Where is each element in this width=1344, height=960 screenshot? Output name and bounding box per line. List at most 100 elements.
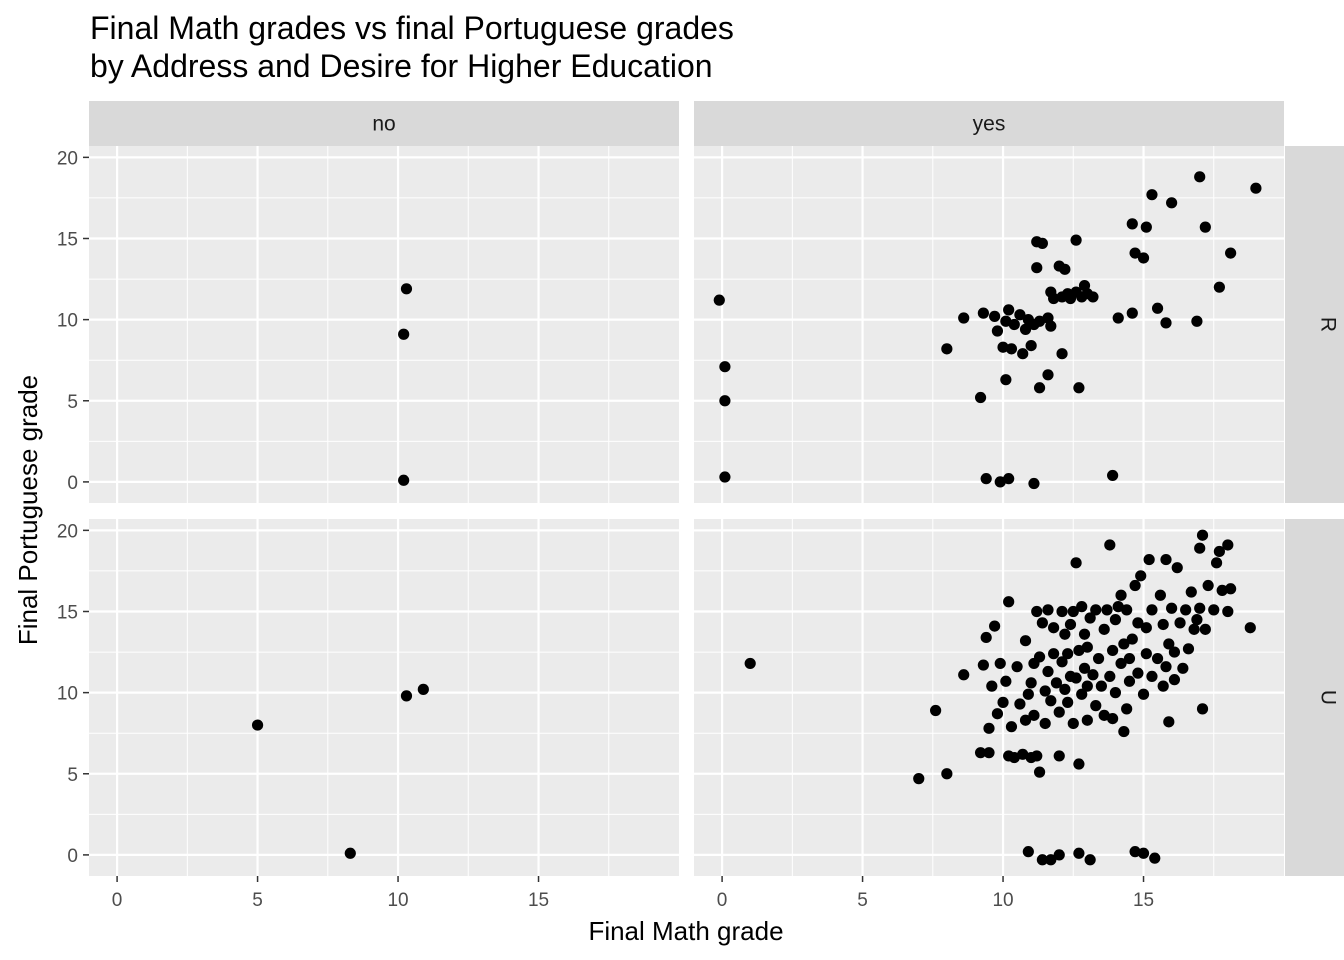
panel-background [89,146,679,503]
data-point [1014,309,1026,321]
x-tick-label: 0 [112,890,123,911]
data-point [1073,847,1085,859]
data-point [1129,579,1141,592]
data-point [1011,661,1023,673]
data-point [1028,709,1040,721]
data-point [1166,602,1178,614]
data-point [1036,237,1048,249]
data-point [1154,589,1166,601]
data-point [1199,623,1211,635]
data-point [1137,847,1150,859]
data-point [994,657,1006,670]
data-point [1000,374,1012,386]
data-point [958,669,970,681]
data-point [1157,618,1169,631]
data-point [1137,688,1150,700]
facet-strip-R [1285,146,1344,503]
data-point [1107,712,1119,725]
data-point [1250,182,1262,194]
data-point [1073,758,1085,770]
data-point [1146,189,1158,201]
data-point [1112,601,1124,613]
data-point [983,722,995,734]
data-point [1059,683,1071,695]
data-point [1008,318,1020,331]
data-point [1059,263,1071,275]
data-point [1078,662,1091,674]
data-point [1109,687,1122,699]
data-point [251,719,264,731]
y-tick-label: 0 [67,846,78,867]
data-point [1194,171,1206,183]
x-tick-label: 10 [387,890,408,911]
data-point [1177,662,1189,674]
panel-background [89,519,679,876]
data-point [974,391,987,404]
data-point [1208,604,1220,616]
y-tick-label: 0 [67,473,78,494]
data-point [1076,688,1088,700]
data-point [1017,748,1029,760]
data-point [1188,623,1200,635]
data-point [1003,304,1015,316]
data-point [398,474,410,486]
data-point [1048,622,1060,634]
data-point [1115,657,1127,670]
x-tick-label: 15 [528,890,549,911]
data-point [980,473,992,485]
data-point [1081,641,1093,653]
data-point [1123,652,1136,665]
data-point [1202,579,1214,592]
data-point [1064,618,1077,631]
x-tick-label: 15 [1133,890,1154,911]
data-point [1149,852,1161,864]
data-point [1005,343,1018,355]
data-point [980,631,992,644]
data-point [1112,312,1124,324]
data-point [1073,382,1085,394]
data-point [1137,252,1150,264]
data-point [1039,685,1051,697]
data-point [1014,698,1026,710]
facet-label-no: no [372,113,395,136]
data-point [1180,604,1192,616]
data-point [1000,675,1012,687]
data-point [1151,652,1164,665]
data-point [1045,695,1057,707]
data-point [1182,643,1195,655]
data-point [913,773,925,785]
data-point [1151,302,1164,314]
data-point [1157,680,1169,692]
data-point [1056,656,1068,668]
data-point [1135,570,1147,582]
data-point [1084,612,1096,624]
data-point [1160,553,1172,566]
data-point [1003,596,1015,608]
data-point [1053,849,1065,861]
data-point [1039,717,1051,730]
facet-label-yes: yes [973,113,1006,136]
x-axis-title: Final Math grade [588,916,783,946]
facet-panels: no yes R U 0 5 10 15 20 0 5 10 15 20 0 5 10 15 0 5 10 15 [57,101,1344,911]
data-point [1092,652,1105,665]
data-point [1104,670,1116,683]
data-point [1005,721,1018,733]
data-point [1033,651,1046,663]
data-point [989,310,1001,322]
data-point [1073,644,1085,657]
data-point [1059,628,1071,640]
data-point [417,683,429,695]
data-point [1053,750,1065,762]
data-point [1070,672,1082,684]
data-point [398,328,410,340]
data-point [1121,604,1133,616]
data-point [1042,369,1054,381]
data-point [1115,589,1127,601]
data-point [1031,605,1043,618]
data-point [1129,846,1141,858]
data-point [1084,854,1096,866]
data-point [941,768,953,780]
data-point [1056,348,1068,360]
data-point [1087,669,1099,681]
data-point [1025,339,1037,352]
